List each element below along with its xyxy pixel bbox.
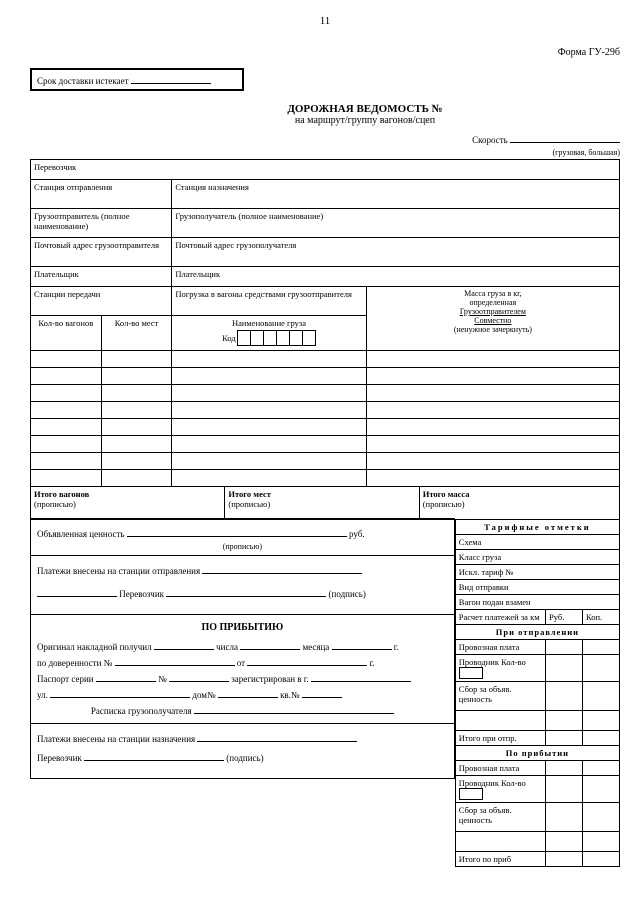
mass-box: Масса груза в кг, определенная Грузоотпр… (366, 287, 619, 351)
arr-month: месяца (302, 642, 329, 652)
on-arrival: По прибытии (455, 746, 619, 761)
loading: Погрузка в вагоны средствами грузоотправ… (172, 287, 366, 316)
consignee: Грузополучатель (полное наименование) (172, 209, 620, 238)
deadline-label: Срок доставки истекает (37, 76, 129, 86)
sig1: (подпись) (329, 589, 366, 599)
tariff-class: Класс груза (455, 550, 619, 565)
tariff-table: Тарифные отметки Схема Класс груза Искл.… (455, 519, 620, 867)
tariff-excl: Искл. тариф № (455, 565, 619, 580)
total-mass: Итого масса (прописью) (419, 487, 619, 520)
tariff-shiptype: Вид отправки (455, 580, 619, 595)
arr-passport: Паспорт серии (37, 674, 94, 684)
shipper-addr: Почтовый адрес грузоотправителя (31, 238, 172, 267)
tariff-header: Тарифные отметки (455, 520, 619, 535)
consignee-addr: Почтовый адрес грузополучателя (172, 238, 620, 267)
total-wagons-label: Итого вагонов (34, 489, 89, 499)
tariff-rub: Руб. (546, 610, 583, 625)
sig2: (подпись) (226, 753, 263, 763)
deadline-box: Срок доставки истекает (30, 68, 244, 91)
total-wagons: Итого вагонов (прописью) (31, 487, 225, 520)
arr-from: от (237, 658, 245, 668)
arr-registered: зарегистрирован в г. (231, 674, 309, 684)
total-dep: Итого при отпр. (455, 731, 545, 746)
on-departure: При отправлении (455, 625, 619, 640)
arr-receipt: Расписка грузополучателя (91, 706, 192, 716)
dest-station: Станция назначения (172, 180, 620, 209)
declared-value-box: Объявленная ценность руб. (прописью) (30, 518, 455, 556)
payer1: Плательщик (31, 267, 172, 287)
dep-collection: Сбор за объяв. ценность (455, 682, 545, 711)
speed-line: Скорость (30, 132, 620, 145)
arr-original: Оригинал накладной получил (37, 642, 152, 652)
declared-value-label: Объявленная ценность (37, 529, 124, 539)
code-label: Код (222, 333, 236, 343)
arr-year2: г. (370, 658, 375, 668)
arrival-box: ПО ПРИБЫТИЮ Оригинал накладной получил ч… (30, 614, 455, 724)
total-mass-label: Итого масса (423, 489, 470, 499)
carrier3-label: Перевозчик (37, 753, 82, 763)
mass-l3: Грузоотправителем (370, 307, 616, 316)
words-hint: (прописью) (37, 542, 448, 551)
doc-title: ДОРОЖНАЯ ВЕДОМОСТЬ № (110, 103, 620, 115)
tariff-scheme: Схема (455, 535, 619, 550)
arr-apt: кв.№ (280, 690, 299, 700)
cargo-name-label: Наименование груза (175, 318, 362, 328)
mass-l4: Совместно (370, 316, 616, 325)
col-wagons: Кол-во вагонов (31, 316, 102, 351)
words2: (прописью) (228, 499, 270, 509)
carrier2-label: Перевозчик (119, 589, 164, 599)
dep-station: Станция отправления (31, 180, 172, 209)
arr-no: № (158, 674, 167, 684)
dep-conductor: Проводник Кол-во (455, 655, 545, 682)
total-places-label: Итого мест (228, 489, 271, 499)
dep-freight: Провозная плата (455, 640, 545, 655)
header-table: Перевозчик Станция отправления Станция н… (30, 159, 620, 487)
col-cargo-name: Наименование груза Код (172, 316, 366, 351)
col-places: Кол-во мест (101, 316, 172, 351)
page-number: 11 (30, 15, 620, 27)
total-places: Итого мест (прописью) (225, 487, 419, 520)
arr-house: дом№ (192, 690, 215, 700)
speed-label: Скорость (472, 135, 508, 145)
tariff-kop: Коп. (583, 610, 620, 625)
mass-l1: Масса груза в кг, (370, 289, 616, 298)
total-arr: Итого по приб (455, 852, 545, 867)
arr-year: г. (394, 642, 399, 652)
mass-l2: определенная (370, 298, 616, 307)
tariff-wagon: Вагон подан взамен (455, 595, 619, 610)
transfer-stations: Станции передачи (31, 287, 172, 316)
arr-collection: Сбор за объяв. ценность (455, 803, 545, 832)
arr-proxy: по доверенности № (37, 658, 112, 668)
totals-table: Итого вагонов (прописью) Итого мест (про… (30, 486, 620, 520)
doc-subtitle: на маршрут/группу вагонов/сцеп (110, 115, 620, 126)
payments-dep-box: Платежи внесены на станции отправления П… (30, 555, 455, 615)
title-block: ДОРОЖНАЯ ВЕДОМОСТЬ № на маршрут/группу в… (30, 103, 620, 126)
speed-hint: (грузовая, большая) (30, 148, 620, 157)
payer2: Плательщик (172, 267, 620, 287)
payments-dep-label: Платежи внесены на станции отправления (37, 566, 200, 576)
words1: (прописью) (34, 499, 76, 509)
form-code: Форма ГУ-29б (30, 47, 620, 58)
lower-layout: Объявленная ценность руб. (прописью) Пла… (30, 519, 620, 867)
payments-dest-label: Платежи внесены на станции назначения (37, 734, 195, 744)
arr-street: ул. (37, 690, 48, 700)
words3: (прописью) (423, 499, 465, 509)
arr-num: числа (216, 642, 238, 652)
carrier-cell: Перевозчик (31, 160, 620, 180)
rub-label: руб. (349, 529, 365, 539)
arrival-header: ПО ПРИБЫТИЮ (37, 619, 448, 636)
payments-dest-box: Платежи внесены на станции назначения Пе… (30, 723, 455, 779)
mass-l5: (ненужное зачеркнуть) (370, 325, 616, 334)
arr-freight: Провозная плата (455, 761, 545, 776)
tariff-calc: Расчет платежей за км (455, 610, 545, 625)
arr-conductor: Проводник Кол-во (455, 776, 545, 803)
code-boxes (238, 330, 316, 348)
shipper: Грузоотправитель (полное наименование) (31, 209, 172, 238)
